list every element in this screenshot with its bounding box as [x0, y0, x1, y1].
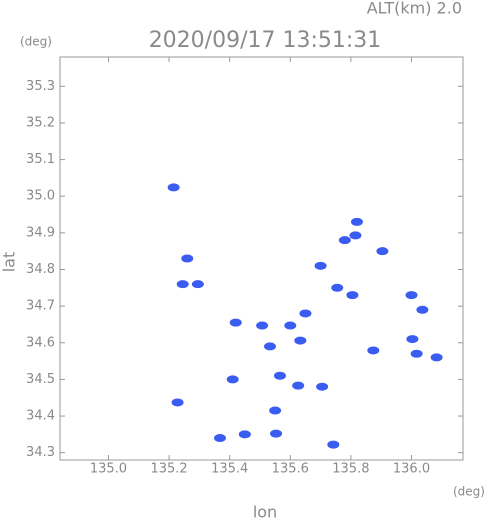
- echo: [299, 309, 312, 318]
- echo: [367, 346, 380, 355]
- echo: [376, 247, 389, 256]
- echo: [263, 342, 276, 351]
- echo: [406, 335, 419, 344]
- plot-frame: [59, 56, 464, 461]
- echo: [405, 291, 418, 300]
- x-tick-label: 136.0: [393, 462, 430, 477]
- echo: [316, 382, 329, 391]
- echo: [273, 371, 286, 380]
- y-tick-label: 35.0: [26, 189, 55, 204]
- echo: [176, 280, 189, 289]
- x-tick-label: 135.2: [150, 462, 187, 477]
- echo: [410, 349, 423, 358]
- y-tick-label: 34.7: [26, 299, 55, 314]
- x-tick-label: 135.0: [90, 462, 127, 477]
- echo: [269, 406, 282, 415]
- echo: [171, 398, 184, 407]
- y-tick-label: 34.9: [26, 225, 55, 240]
- echo: [331, 283, 344, 292]
- echo: [350, 217, 363, 226]
- echo: [349, 231, 362, 240]
- echo: [416, 305, 429, 314]
- echo: [346, 291, 359, 300]
- x-unit: (deg): [453, 485, 485, 499]
- echo: [238, 430, 251, 439]
- echo: [284, 321, 297, 330]
- echo: [430, 353, 443, 362]
- y-tick-label: 34.6: [26, 335, 55, 350]
- echo: [294, 336, 307, 345]
- y-unit: (deg): [20, 35, 52, 49]
- x-tick-label: 135.6: [272, 462, 309, 477]
- y-tick-label: 35.3: [26, 79, 55, 94]
- y-tick-label: 34.4: [26, 409, 55, 424]
- y-tick-label: 34.3: [26, 445, 55, 460]
- echo: [292, 381, 305, 390]
- echo: [270, 429, 283, 438]
- echo: [314, 261, 327, 270]
- y-tick-label: 35.1: [26, 152, 55, 167]
- y-tick-label: 35.2: [26, 115, 55, 130]
- echo: [167, 183, 180, 192]
- chart-title: 2020/09/17 13:51:31: [149, 28, 382, 53]
- echo: [181, 254, 194, 263]
- altitude-label: ALT(km) 2.0: [367, 0, 462, 18]
- echo: [191, 280, 204, 289]
- echo: [213, 434, 226, 443]
- echo: [226, 375, 239, 384]
- y-tick-label: 34.5: [26, 372, 55, 387]
- y-tick-label: 34.8: [26, 262, 55, 277]
- x-tick-label: 135.4: [211, 462, 248, 477]
- echo: [256, 321, 269, 330]
- echo: [338, 236, 351, 245]
- echo: [327, 440, 340, 449]
- x-axis-label: lon: [253, 503, 277, 522]
- x-tick-label: 135.8: [332, 462, 369, 477]
- y-axis-label: lat: [0, 252, 19, 273]
- echo: [229, 318, 242, 327]
